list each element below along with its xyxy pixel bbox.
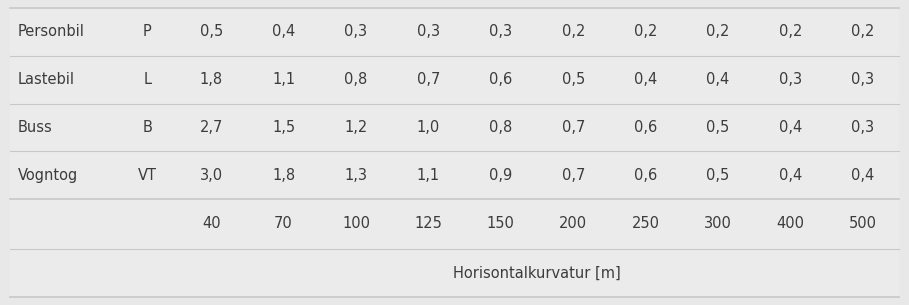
Text: B: B <box>143 120 153 135</box>
Text: 400: 400 <box>776 217 804 231</box>
Text: 125: 125 <box>415 217 443 231</box>
Text: Horisontalkurvatur [m]: Horisontalkurvatur [m] <box>453 265 621 281</box>
Text: 1,3: 1,3 <box>345 168 367 183</box>
Text: 0,2: 0,2 <box>851 24 874 39</box>
Text: 1,1: 1,1 <box>417 168 440 183</box>
Text: 0,3: 0,3 <box>851 72 874 87</box>
Text: 1,5: 1,5 <box>272 120 295 135</box>
Text: 0,5: 0,5 <box>562 72 584 87</box>
Text: 0,3: 0,3 <box>779 72 802 87</box>
Text: VT: VT <box>138 168 157 183</box>
Text: L: L <box>144 72 152 87</box>
Text: 0,6: 0,6 <box>634 120 657 135</box>
Text: 0,4: 0,4 <box>779 120 802 135</box>
Text: 1,8: 1,8 <box>200 72 223 87</box>
Text: 0,2: 0,2 <box>706 24 730 39</box>
Text: 0,8: 0,8 <box>345 72 367 87</box>
Text: 0,9: 0,9 <box>489 168 513 183</box>
Text: 0,6: 0,6 <box>489 72 513 87</box>
Text: 100: 100 <box>342 217 370 231</box>
Text: 300: 300 <box>704 217 732 231</box>
Text: 3,0: 3,0 <box>200 168 223 183</box>
Text: 0,7: 0,7 <box>416 72 440 87</box>
Text: P: P <box>143 24 152 39</box>
Text: 0,2: 0,2 <box>634 24 657 39</box>
Text: 2,7: 2,7 <box>199 120 223 135</box>
Text: 1,0: 1,0 <box>416 120 440 135</box>
Text: 1,2: 1,2 <box>345 120 367 135</box>
Text: 70: 70 <box>275 217 293 231</box>
Text: 0,6: 0,6 <box>634 168 657 183</box>
Text: Lastebil: Lastebil <box>18 72 75 87</box>
Text: 0,8: 0,8 <box>489 120 513 135</box>
Text: 0,5: 0,5 <box>706 168 730 183</box>
Text: 0,3: 0,3 <box>417 24 440 39</box>
Text: 1,1: 1,1 <box>272 72 295 87</box>
Text: 250: 250 <box>632 217 660 231</box>
Text: 150: 150 <box>487 217 514 231</box>
Text: 0,2: 0,2 <box>562 24 584 39</box>
Text: 0,3: 0,3 <box>851 120 874 135</box>
Text: 0,3: 0,3 <box>345 24 367 39</box>
Text: 0,4: 0,4 <box>272 24 295 39</box>
Text: Vogntog: Vogntog <box>18 168 78 183</box>
Text: 500: 500 <box>849 217 877 231</box>
Text: Buss: Buss <box>18 120 53 135</box>
Text: 0,3: 0,3 <box>489 24 513 39</box>
Text: 0,4: 0,4 <box>851 168 874 183</box>
Text: 1,8: 1,8 <box>272 168 295 183</box>
Text: 0,4: 0,4 <box>779 168 802 183</box>
Text: 0,4: 0,4 <box>706 72 730 87</box>
Text: 0,4: 0,4 <box>634 72 657 87</box>
Text: 0,7: 0,7 <box>562 168 584 183</box>
Text: 0,7: 0,7 <box>562 120 584 135</box>
Text: 40: 40 <box>202 217 221 231</box>
Text: 200: 200 <box>559 217 587 231</box>
Text: 0,5: 0,5 <box>200 24 223 39</box>
Text: 0,5: 0,5 <box>706 120 730 135</box>
Text: 0,2: 0,2 <box>779 24 802 39</box>
Text: Personbil: Personbil <box>18 24 85 39</box>
